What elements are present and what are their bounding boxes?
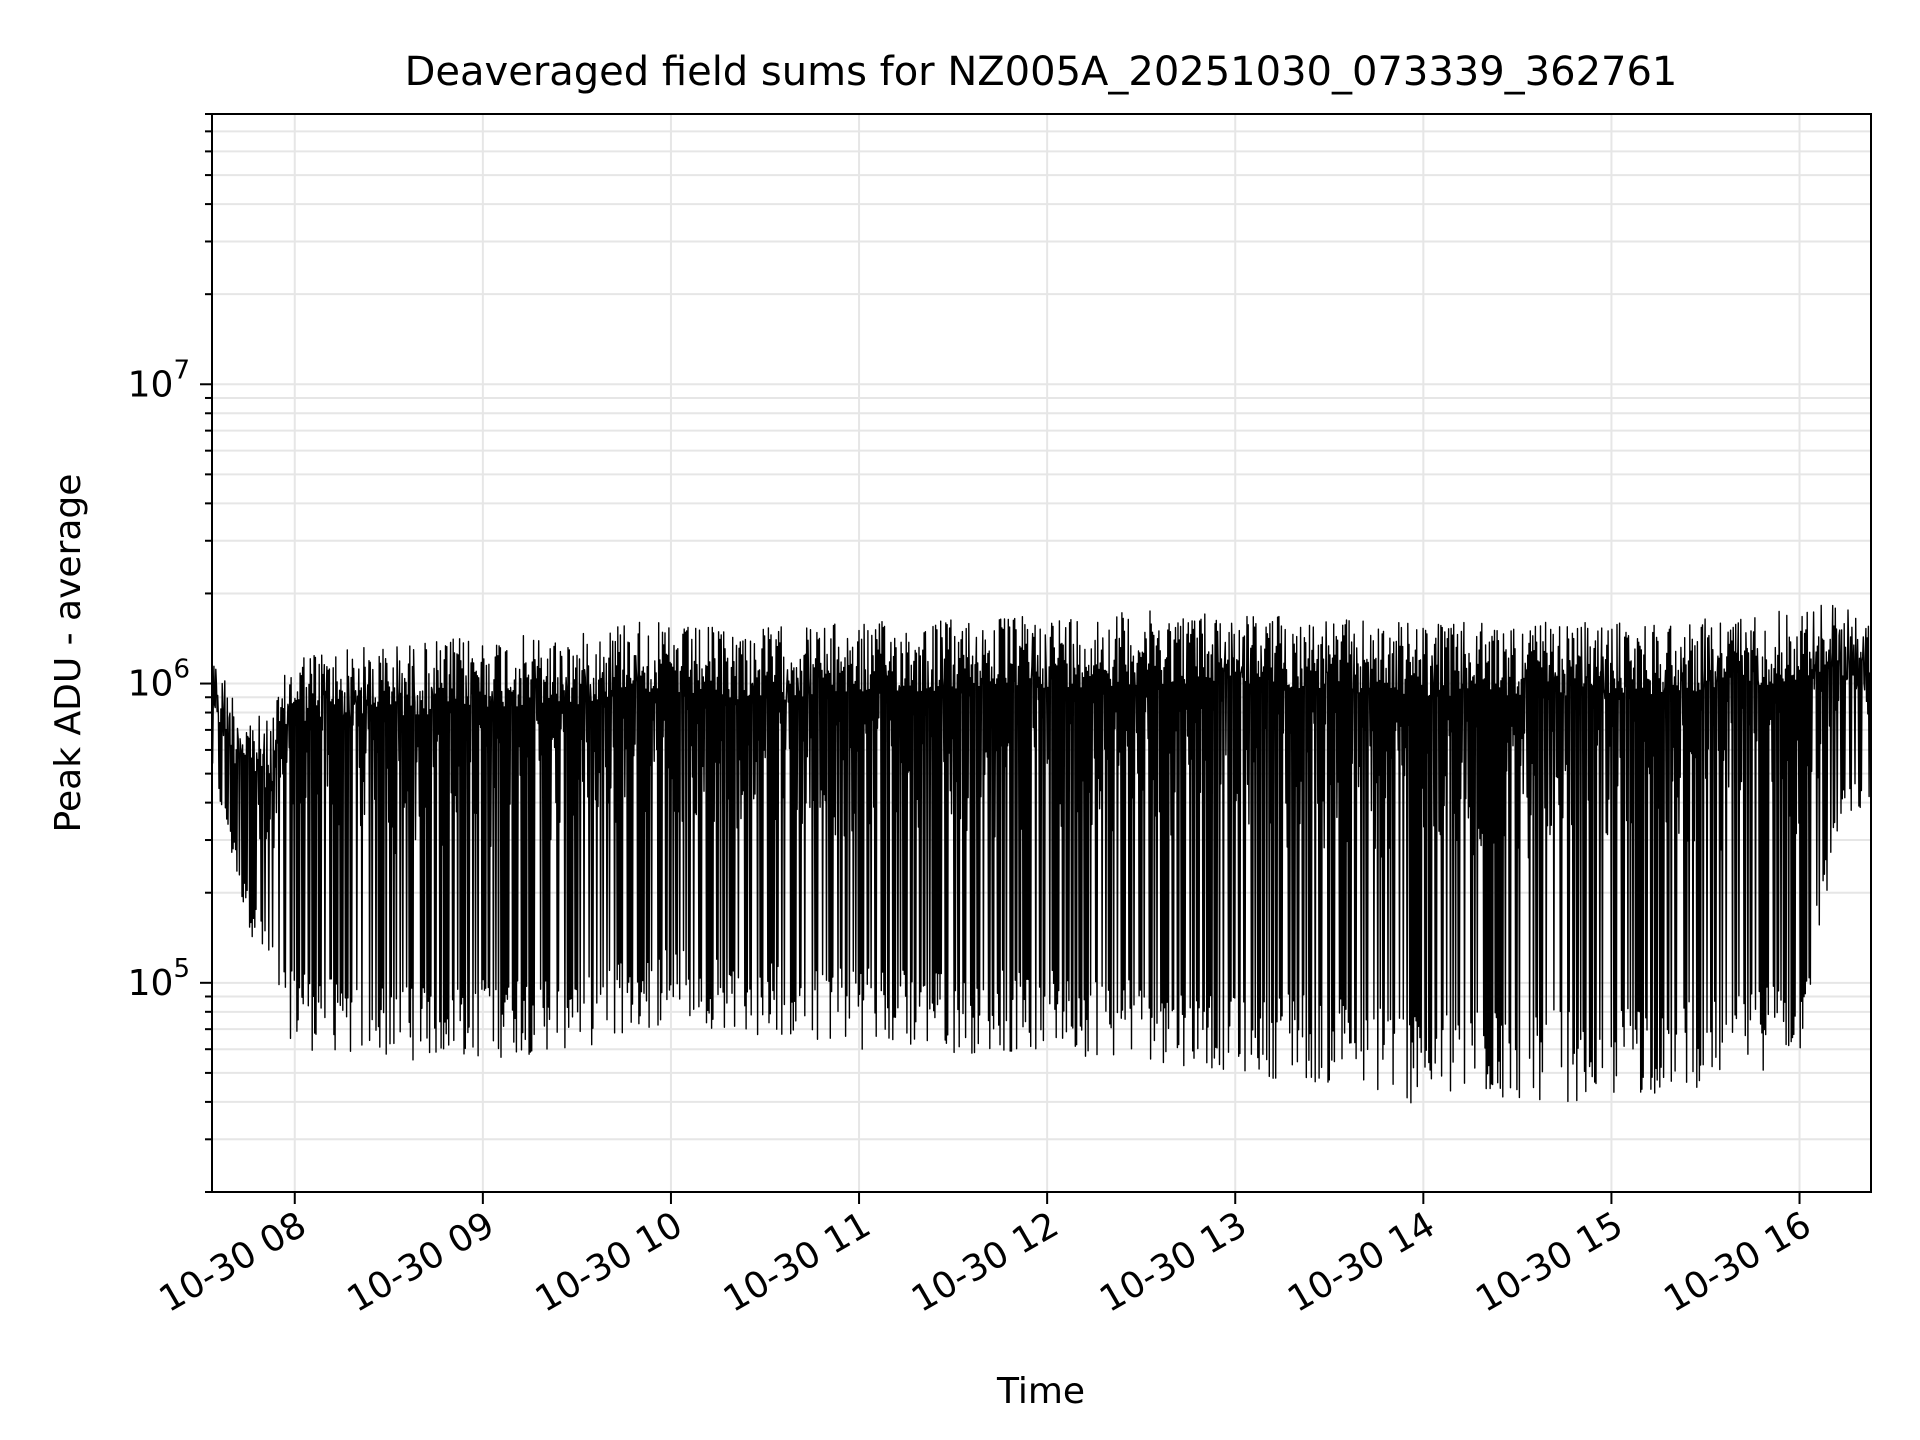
series-line-deaveraged-field-sums: [211, 604, 1872, 1104]
y-tick-label-exponent: 6: [173, 655, 190, 685]
x-axis-label: Time: [996, 1371, 1085, 1412]
plot-frame: [211, 113, 1872, 1193]
chart-title: Deaveraged field sums for NZ005A_2025103…: [405, 49, 1678, 95]
y-tick-label-exponent: 7: [173, 355, 190, 385]
y-tick-label-exponent: 5: [173, 954, 190, 984]
y-tick-label-base: 10: [128, 364, 174, 405]
series-layer: [211, 604, 1872, 1104]
y-axis-label: Peak ADU - average: [48, 474, 89, 833]
y-tick-label-base: 10: [128, 963, 174, 1004]
y-tick-label-1: 106: [128, 655, 190, 705]
y-tick-label-base: 10: [128, 664, 174, 705]
y-tick-label-2: 107: [128, 355, 190, 405]
y-tick-label-0: 105: [128, 954, 190, 1004]
